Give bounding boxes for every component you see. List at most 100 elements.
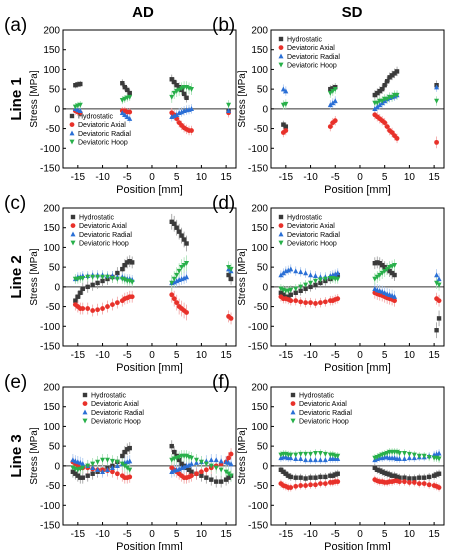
- data-point: [330, 88, 336, 94]
- legend-label: Deviatoric Axial: [79, 223, 127, 230]
- data-point: [322, 481, 328, 486]
- data-point: [389, 73, 395, 78]
- data-point: [382, 83, 387, 88]
- data-point: [330, 100, 336, 106]
- x-tick-label: -10: [303, 529, 318, 540]
- data-point: [384, 471, 390, 476]
- data-point: [372, 261, 377, 266]
- y-tick-label: 0: [54, 104, 60, 115]
- data-point: [308, 280, 314, 286]
- data-point: [421, 453, 427, 459]
- data-point: [186, 467, 192, 472]
- data-point: [228, 461, 234, 467]
- data-point: [283, 128, 289, 133]
- data-point: [434, 139, 439, 145]
- y-tick-label: -100: [248, 501, 268, 512]
- data-point: [332, 98, 338, 104]
- x-tick-label: 10: [404, 529, 416, 540]
- data-point: [208, 463, 214, 469]
- data-point: [417, 475, 422, 480]
- data-point: [122, 449, 127, 455]
- x-tick-label: 0: [149, 172, 155, 183]
- y-tick-label: -50: [254, 481, 269, 492]
- y-tick-label: 100: [43, 422, 60, 433]
- data-point: [397, 451, 403, 456]
- data-point: [124, 465, 130, 471]
- data-point: [426, 482, 432, 488]
- legend-marker: [82, 392, 88, 398]
- x-tick-label: -10: [95, 350, 110, 361]
- legend-marker: [290, 401, 296, 406]
- data-point: [78, 81, 83, 87]
- y-tick-label: 200: [43, 26, 60, 37]
- data-point: [335, 453, 341, 459]
- data-point: [120, 81, 125, 86]
- panel-label: (d): [212, 193, 235, 214]
- data-point: [115, 270, 120, 276]
- data-point: [127, 474, 133, 480]
- y-tick-label: 200: [251, 383, 268, 394]
- row-label-line-3: Line 3: [8, 434, 25, 477]
- data-point: [323, 474, 328, 480]
- data-point: [105, 304, 110, 309]
- data-point: [226, 455, 231, 461]
- data-point: [406, 455, 412, 461]
- data-point: [130, 260, 135, 265]
- data-point: [281, 292, 286, 297]
- legend-label: Deviatoric Axial: [287, 223, 335, 230]
- data-point: [280, 86, 286, 92]
- data-point: [73, 471, 78, 476]
- y-axis-label: Stress [MPa]: [29, 248, 40, 305]
- data-point: [375, 260, 380, 265]
- y-tick-label: 0: [262, 461, 268, 472]
- data-point: [317, 277, 323, 283]
- x-tick-label: -15: [71, 172, 86, 183]
- legend-marker: [278, 231, 284, 237]
- y-tick-label: 150: [251, 223, 268, 234]
- data-point: [122, 84, 127, 90]
- y-tick-label: 50: [257, 85, 269, 96]
- data-point: [95, 307, 100, 313]
- data-point: [298, 288, 303, 293]
- legend-label: Deviatoric Axial: [287, 45, 335, 52]
- y-tick-label: -50: [46, 124, 61, 135]
- data-point: [434, 472, 439, 477]
- data-point: [380, 469, 385, 474]
- data-point: [298, 456, 304, 461]
- data-point: [308, 457, 314, 463]
- data-point: [293, 452, 299, 458]
- data-point: [104, 457, 110, 463]
- data-point: [382, 264, 387, 270]
- data-point: [384, 96, 390, 102]
- data-point: [85, 463, 91, 469]
- legend-label: Deviatoric Hoop: [79, 240, 129, 247]
- data-point: [382, 268, 388, 274]
- data-point: [312, 273, 318, 279]
- data-point: [114, 300, 120, 306]
- data-point: [303, 300, 308, 306]
- data-point: [189, 455, 195, 461]
- data-point: [303, 451, 309, 457]
- data-point: [382, 120, 388, 126]
- data-point: [382, 470, 387, 476]
- x-tick-label: -10: [303, 172, 318, 183]
- data-point: [397, 456, 403, 461]
- legend-marker: [69, 130, 75, 136]
- data-point: [90, 274, 96, 280]
- y-tick-label: 200: [251, 204, 268, 215]
- row-label-line-1: Line 1: [8, 77, 25, 120]
- data-point: [308, 300, 313, 306]
- data-point: [431, 473, 437, 478]
- data-point: [411, 480, 417, 485]
- x-axis-label: Position [mm]: [116, 184, 183, 196]
- x-tick-label: 0: [149, 350, 155, 361]
- data-point: [312, 451, 318, 456]
- data-point: [77, 102, 83, 108]
- x-tick-label: 5: [174, 350, 180, 361]
- data-point: [298, 451, 304, 457]
- data-point: [293, 290, 298, 295]
